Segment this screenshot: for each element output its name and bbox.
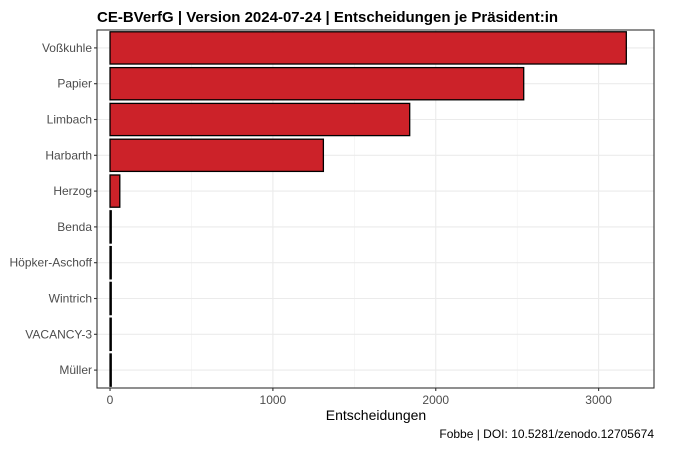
x-axis-title: Entscheidungen bbox=[326, 407, 426, 423]
y-tick-label: Harbarth bbox=[45, 148, 92, 162]
y-tick-label: Müller bbox=[59, 363, 92, 377]
x-tick-label: 2000 bbox=[422, 393, 449, 407]
bar-4 bbox=[109, 174, 121, 208]
x-tick-label: 3000 bbox=[585, 393, 612, 407]
bar-0 bbox=[109, 31, 627, 65]
y-tick-label: Wintrich bbox=[49, 292, 92, 306]
y-tick-label: Höpker-Aschoff bbox=[10, 256, 93, 270]
y-tick-label: Limbach bbox=[47, 113, 92, 127]
y-tick-label: VACANCY-3 bbox=[25, 327, 92, 341]
bar-6 bbox=[109, 245, 112, 280]
bar-2 bbox=[109, 102, 411, 137]
x-tick-label: 0 bbox=[107, 393, 114, 407]
y-axis: Voßkuhle Papier Limbach Harbarth Herzog Benda… bbox=[10, 41, 97, 377]
y-tick-label: Benda bbox=[57, 220, 92, 234]
x-axis: 0 1000 2000 3000 bbox=[107, 388, 612, 407]
panel-border bbox=[96, 29, 655, 389]
y-tick-label: Voßkuhle bbox=[42, 41, 92, 55]
chart-title: CE-BVerfG | Version 2024-07-24 | Entsche… bbox=[97, 9, 558, 26]
x-tick-label: 1000 bbox=[260, 393, 287, 407]
bar-3 bbox=[109, 138, 325, 173]
y-tick-label: Herzog bbox=[53, 184, 92, 198]
bar-8 bbox=[109, 317, 112, 352]
bar-9 bbox=[109, 353, 112, 387]
bar-5 bbox=[109, 210, 112, 244]
bars bbox=[109, 31, 627, 387]
bar-1 bbox=[109, 66, 525, 101]
y-tick-label: Papier bbox=[57, 77, 92, 91]
bar-7 bbox=[109, 281, 112, 316]
caption: Fobbe | DOI: 10.5281/zenodo.12705674 bbox=[439, 427, 654, 441]
